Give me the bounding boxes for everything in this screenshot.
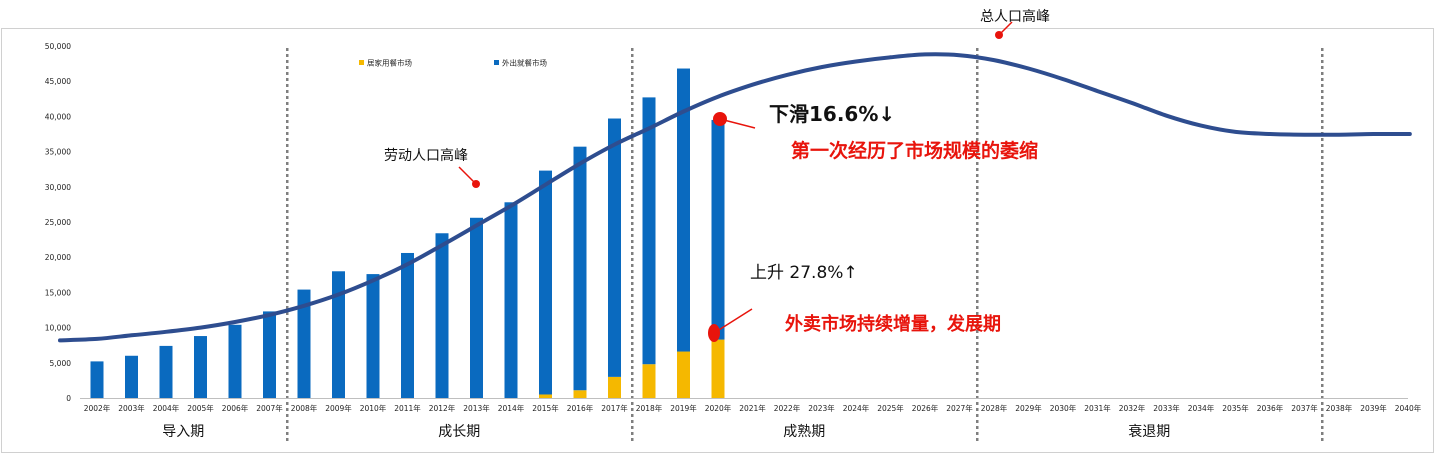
total-peak-label: 总人口高峰	[980, 8, 1050, 25]
x-tick-label: 2002年	[84, 403, 111, 413]
bar-dine-out	[470, 217, 483, 398]
legend-swatch-home-dining	[359, 60, 364, 65]
bar-home-dining	[608, 376, 621, 398]
x-tick-label: 2019年	[670, 403, 697, 413]
labor-peak-label: 劳动人口高峰	[384, 147, 468, 164]
bar-dine-out	[297, 289, 311, 398]
bar-dine-out	[504, 202, 518, 398]
bar-dine-out	[332, 271, 345, 398]
x-tick-label: 2015年	[532, 403, 559, 413]
x-tick-label: 2018年	[636, 403, 663, 413]
y-tick-label: 15,000	[45, 288, 71, 297]
bar-dine-out	[642, 97, 656, 365]
x-tick-label: 2020年	[705, 403, 732, 413]
x-tick-label: 2008年	[291, 403, 318, 413]
x-tick-label: 2011年	[394, 403, 421, 413]
x-tick-label: 2026年	[912, 403, 939, 413]
y-tick-label: 50,000	[45, 42, 71, 51]
bar-home-dining	[539, 394, 552, 398]
bar-dine-out	[573, 146, 587, 391]
decline-note-label: 第一次经历了市场规模的萎缩	[791, 139, 1038, 162]
bar-dine-out	[608, 118, 621, 377]
x-tick-label: 2022年	[774, 403, 801, 413]
x-tick-label: 2025年	[877, 403, 904, 413]
x-tick-label: 2033年	[1153, 403, 1180, 413]
x-tick-label: 2009年	[325, 403, 352, 413]
legend-label-dine-out: 外出就餐市场	[502, 58, 547, 68]
rise-marker	[708, 324, 720, 342]
y-tick-label: 30,000	[45, 183, 71, 192]
total-peak-marker	[995, 31, 1003, 39]
x-tick-label: 2007年	[256, 403, 283, 413]
y-tick-label: 0	[66, 394, 71, 403]
y-tick-label: 25,000	[45, 218, 71, 227]
x-tick-label: 2032年	[1119, 403, 1146, 413]
x-tick-label: 2039年	[1360, 403, 1387, 413]
x-tick-label: 2003年	[118, 403, 145, 413]
x-tick-label: 2027年	[946, 403, 973, 413]
population-curve	[58, 52, 1412, 343]
bar-dine-out	[125, 355, 138, 398]
x-tick-label: 2014年	[498, 403, 525, 413]
x-tick-label: 2023年	[808, 403, 835, 413]
bar-home-dining	[642, 364, 656, 398]
x-tick-label: 2036年	[1257, 403, 1284, 413]
x-tick-label: 2024年	[843, 403, 870, 413]
x-tick-label: 2017年	[601, 403, 628, 413]
plot-frame	[1, 28, 1434, 453]
bar-dine-out	[90, 361, 104, 398]
x-tick-label: 2030年	[1050, 403, 1077, 413]
bar-dine-out	[228, 324, 242, 398]
x-tick-label: 2035年	[1222, 403, 1249, 413]
y-tick-label: 20,000	[45, 253, 71, 262]
y-tick-label: 40,000	[45, 112, 71, 121]
y-tick-label: 35,000	[45, 148, 71, 157]
labor-peak-leader	[458, 166, 477, 185]
bar-dine-out	[677, 68, 690, 352]
rise-note-label: 外卖市场持续增量，发展期	[785, 313, 1001, 335]
x-tick-label: 2040年	[1395, 403, 1422, 413]
x-tick-label: 2028年	[981, 403, 1008, 413]
x-tick-label: 2029年	[1015, 403, 1042, 413]
bar-home-dining	[573, 390, 587, 398]
bar-dine-out	[263, 311, 276, 398]
bar-dine-out	[401, 252, 414, 398]
x-tick-label: 2012年	[429, 403, 456, 413]
x-tick-label: 2006年	[222, 403, 249, 413]
phase-label: 衰退期	[1128, 423, 1170, 440]
y-tick-label: 45,000	[45, 77, 71, 86]
bar-dine-out	[366, 274, 380, 398]
decline-marker	[713, 112, 727, 126]
x-tick-label: 2013年	[463, 403, 490, 413]
x-tick-label: 2016年	[567, 403, 594, 413]
y-tick-label: 10,000	[45, 324, 71, 333]
bar-home-dining	[677, 351, 690, 398]
x-tick-label: 2005年	[187, 403, 214, 413]
bar-dine-out	[159, 345, 173, 398]
bar-home-dining	[711, 339, 725, 398]
x-tick-label: 2004年	[153, 403, 180, 413]
x-tick-label: 2010年	[360, 403, 387, 413]
bar-dine-out	[711, 119, 725, 340]
x-tick-label: 2031年	[1084, 403, 1111, 413]
phase-label: 成长期	[438, 424, 480, 440]
x-tick-label: 2037年	[1291, 403, 1318, 413]
rise-leader	[713, 308, 753, 334]
legend-label-home-dining: 居家用餐市场	[367, 58, 412, 68]
y-tick-label: 5,000	[50, 359, 72, 368]
bar-dine-out	[194, 336, 207, 398]
decline-pct-label: 下滑16.6%↓	[769, 102, 895, 126]
bar-dine-out	[435, 233, 449, 398]
labor-peak-marker	[472, 180, 480, 188]
rise-pct-label: 上升 27.8%↑	[750, 263, 858, 283]
x-tick-label: 2034年	[1188, 403, 1215, 413]
x-tick-label: 2021年	[739, 403, 766, 413]
phase-label: 成熟期	[783, 424, 825, 440]
phase-label: 导入期	[162, 424, 204, 440]
legend-swatch-dine-out	[494, 60, 499, 65]
bar-dine-out	[539, 170, 552, 395]
x-tick-label: 2038年	[1326, 403, 1353, 413]
